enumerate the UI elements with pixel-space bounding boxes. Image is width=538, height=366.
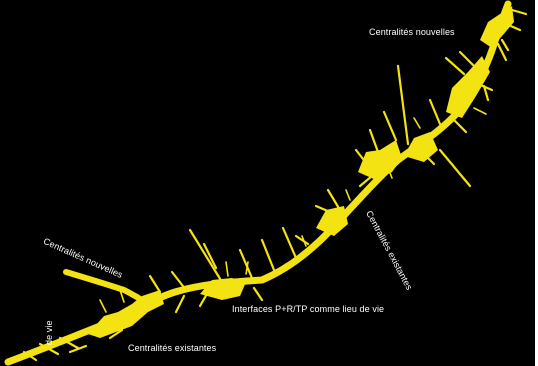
label-centralites-existantes-bottom: Centralités existantes [128, 343, 217, 353]
centrality-blob-upper [358, 140, 402, 180]
urban-branches [22, 8, 528, 362]
label-centralites-nouvelles-top: Centralités nouvelles [369, 27, 455, 37]
label-partial-left-edge: de vie [44, 320, 54, 345]
centrality-blob-bottom-left [88, 290, 164, 338]
urban-arm-left [63, 269, 151, 307]
centrality-blob-right [404, 132, 438, 162]
centrality-blob-top-right [446, 56, 490, 118]
centrality-blob-mid [316, 206, 348, 236]
centrality-blob-interface [200, 278, 246, 300]
centrality-blob-top-end [480, 6, 514, 48]
label-interfaces: Interfaces P+R/TP comme lieu de vie [232, 304, 385, 314]
